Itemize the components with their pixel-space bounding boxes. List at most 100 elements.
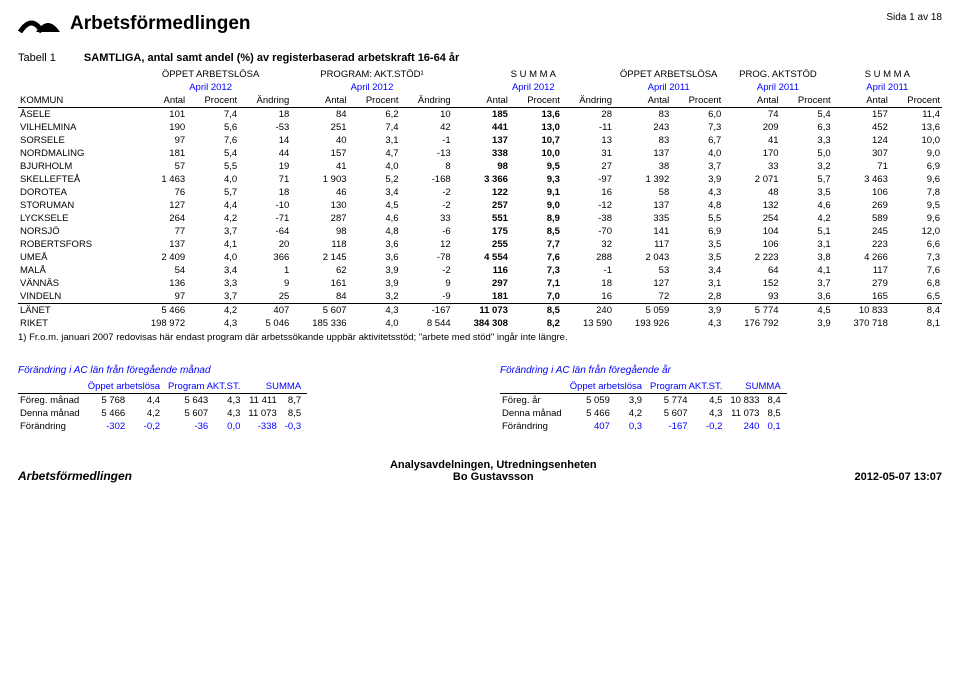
- change-header-row: Öppet arbetslösaProgram AKT.ST.SUMMA: [500, 380, 787, 394]
- cell: 18: [239, 108, 291, 122]
- row-name: UMEÅ: [18, 251, 130, 264]
- change-row-label: Denna månad: [18, 407, 86, 420]
- cell: 10,7: [510, 134, 562, 147]
- cell: 3,5: [781, 186, 833, 199]
- cell: 62: [291, 264, 348, 277]
- cell: 13,6: [890, 121, 942, 134]
- cell: 98: [453, 160, 510, 173]
- change-col-header: Öppet arbetslösa: [86, 380, 166, 394]
- cell: 12,0: [890, 225, 942, 238]
- cell: -70: [562, 225, 614, 238]
- cell: -10: [239, 199, 291, 212]
- row-name: VILHELMINA: [18, 121, 130, 134]
- cell: 4,3: [349, 304, 401, 318]
- cell: 11 073: [453, 304, 510, 318]
- cell: 9,3: [510, 173, 562, 186]
- cell: -6: [401, 225, 453, 238]
- cell: 130: [291, 199, 348, 212]
- cell: 4,1: [781, 264, 833, 277]
- cell: 38: [614, 160, 671, 173]
- sub-header: Ändring: [239, 94, 291, 108]
- cell: 4,7: [349, 147, 401, 160]
- change-header-row: Öppet arbetslösaProgram AKT.ST.SUMMA: [18, 380, 307, 394]
- period-header: April 2011: [614, 81, 723, 94]
- cell: 9,6: [890, 212, 942, 225]
- sub-header: Procent: [671, 94, 723, 108]
- change-year-block: Förändring i AC län från föregående år Ö…: [500, 365, 942, 433]
- change-month-block: Förändring i AC län från föregående måna…: [18, 365, 460, 433]
- change-cell: 5 607: [166, 407, 214, 420]
- cell: 335: [614, 212, 671, 225]
- table-row: SKELLEFTEÅ1 4634,0711 9035,2-1683 3669,3…: [18, 173, 942, 186]
- cell: 6,9: [890, 160, 942, 173]
- cell: 2 043: [614, 251, 671, 264]
- cell: 452: [833, 121, 890, 134]
- cell: 5,6: [187, 121, 239, 134]
- cell: 3,3: [187, 277, 239, 290]
- cell: 97: [130, 290, 187, 304]
- cell: 122: [453, 186, 510, 199]
- footer-timestamp: 2012-05-07 13:07: [855, 471, 942, 483]
- table-row: STORUMAN1274,4-101304,5-22579,0-121374,8…: [18, 199, 942, 212]
- cell: 8,5: [510, 304, 562, 318]
- row-name: VÄNNÄS: [18, 277, 130, 290]
- cell: 3 463: [833, 173, 890, 186]
- cell: 16: [562, 186, 614, 199]
- group-header: S U M M A: [833, 68, 942, 81]
- table-head: ÖPPET ARBETSLÖSA PROGRAM: AKT.STÖD¹ S U …: [18, 68, 942, 108]
- cell: 5,4: [781, 108, 833, 122]
- table-row: NORDMALING1815,4441574,7-1333810,0311374…: [18, 147, 942, 160]
- cell: -1: [401, 134, 453, 147]
- cell: 13: [562, 134, 614, 147]
- change-cell: 11 411: [246, 394, 282, 408]
- table-row: ÅSELE1017,418846,21018513,628836,0745,41…: [18, 108, 942, 122]
- cell: 44: [239, 147, 291, 160]
- cell: 4,0: [671, 147, 723, 160]
- row-name: SORSELE: [18, 134, 130, 147]
- cell: 181: [130, 147, 187, 160]
- cell: 7,3: [671, 121, 723, 134]
- cell: 141: [614, 225, 671, 238]
- cell: 104: [723, 225, 780, 238]
- row-name: LÄNET: [18, 304, 130, 318]
- sub-header: Ändring: [562, 94, 614, 108]
- cell: 116: [453, 264, 510, 277]
- change-year-table: Öppet arbetslösaProgram AKT.ST.SUMMAFöre…: [500, 380, 787, 433]
- sub-header: Ändring: [401, 94, 453, 108]
- cell: -38: [562, 212, 614, 225]
- cell: 118: [291, 238, 348, 251]
- cell: 136: [130, 277, 187, 290]
- kommun-header: KOMMUN: [18, 94, 130, 108]
- cell: -53: [239, 121, 291, 134]
- cell: 269: [833, 199, 890, 212]
- change-month-title: Förändring i AC län från föregående måna…: [18, 365, 460, 376]
- change-cell: 4,2: [616, 407, 648, 420]
- cell: 589: [833, 212, 890, 225]
- cell: 3,7: [187, 225, 239, 238]
- change-cell: -167: [648, 420, 693, 433]
- period-header: April 2011: [833, 81, 942, 94]
- cell: 12: [401, 238, 453, 251]
- cell: 3,9: [671, 304, 723, 318]
- group-header: PROG. AKTSTÖD: [723, 68, 832, 81]
- change-cell: 11 073: [728, 407, 765, 420]
- cell: 3,6: [781, 290, 833, 304]
- sub-header-row: KOMMUN AntalProcentÄndringAntalProcentÄn…: [18, 94, 942, 108]
- change-cell: -0,3: [283, 420, 307, 433]
- cell: 176 792: [723, 317, 780, 330]
- change-cell: 3,9: [616, 394, 648, 408]
- change-row: Denna månad5 4664,25 6074,311 0738,5: [18, 407, 307, 420]
- change-cell: 0,3: [616, 420, 648, 433]
- change-row: Förändring4070,3-167-0,22400,1: [500, 420, 787, 433]
- change-row: Förändring-302-0,2-360,0-338-0,3: [18, 420, 307, 433]
- cell: 4,3: [671, 317, 723, 330]
- change-row-label: Föreg. år: [500, 394, 568, 408]
- cell: 257: [453, 199, 510, 212]
- cell: 3,1: [671, 277, 723, 290]
- change-row: Föreg. år5 0593,95 7744,510 8338,4: [500, 394, 787, 408]
- cell: 18: [239, 186, 291, 199]
- cell: 3,9: [349, 277, 401, 290]
- cell: 5 774: [723, 304, 780, 318]
- table-row: VILHELMINA1905,6-532517,44244113,0-11243…: [18, 121, 942, 134]
- cell: 48: [723, 186, 780, 199]
